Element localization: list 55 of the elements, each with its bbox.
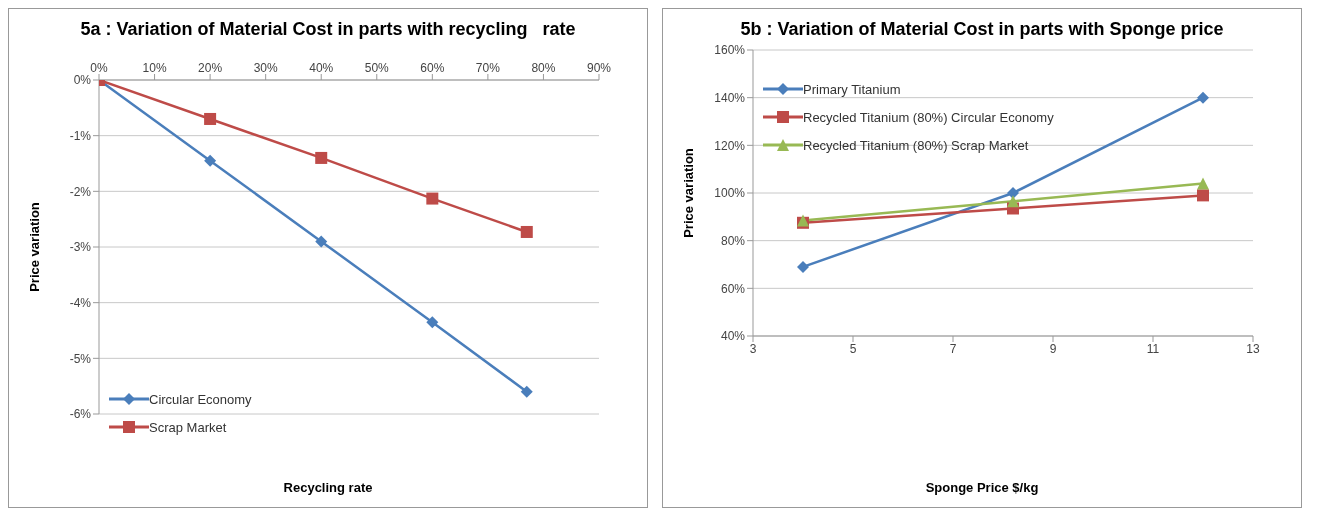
- point: [520, 225, 533, 238]
- y-tick-label: 140%: [714, 90, 746, 105]
- legend-label: Scrap Market: [149, 419, 227, 435]
- y-tick-label: 60%: [720, 281, 746, 296]
- point: [520, 385, 533, 398]
- x-tick-label: 20%: [198, 61, 223, 75]
- x-tick-label: 9: [1049, 341, 1057, 356]
- chart-title: 5b : Variation of Material Cost in parts with Sponge price: [739, 19, 1225, 40]
- point: [1197, 91, 1209, 104]
- x-axis-title: Sponge Price $/kg: [924, 480, 1040, 495]
- x-tick-label: 30%: [253, 61, 278, 75]
- legend-label: Recycled Titanium (80%) Scrap Market: [803, 137, 1029, 153]
- x-tick-label: 0%: [90, 61, 108, 75]
- y-tick-label: -3%: [69, 240, 92, 255]
- x-tick-label: 3: [749, 341, 757, 356]
- point: [426, 316, 439, 329]
- y-tick-label: -6%: [69, 407, 92, 422]
- x-tick-label: 40%: [309, 61, 334, 75]
- legend-label: Primary Titanium: [803, 81, 901, 97]
- y-axis-title: Price variation: [26, 202, 42, 292]
- legend-label: Circular Economy: [149, 391, 252, 407]
- y-tick-label: 160%: [714, 43, 746, 58]
- y-tick-label: -5%: [69, 351, 92, 366]
- y-tick-label: 40%: [720, 329, 746, 344]
- point: [315, 151, 328, 164]
- point: [797, 260, 809, 273]
- point: [1197, 177, 1209, 190]
- y-tick-label: -4%: [69, 295, 92, 310]
- y-tick-label: 100%: [714, 186, 746, 201]
- x-tick-label: 60%: [420, 61, 445, 75]
- x-tick-label: 7: [949, 341, 957, 356]
- x-tick-label: 90%: [586, 61, 612, 75]
- x-tick-label: 10%: [142, 61, 167, 75]
- y-tick-label: 120%: [714, 138, 746, 153]
- chart-title: 5a : Variation of Material Cost in parts with recycling rate: [79, 19, 577, 40]
- point: [1007, 187, 1019, 199]
- y-tick-label: -2%: [69, 184, 92, 199]
- x-axis-title: Recycling rate: [282, 480, 374, 495]
- x-tick-label: 5: [849, 341, 857, 356]
- x-tick-label: 13: [1246, 341, 1260, 356]
- point: [426, 192, 439, 205]
- y-tick-label: 80%: [720, 233, 746, 248]
- point: [1007, 195, 1019, 208]
- y-tick-label: 0%: [73, 73, 92, 88]
- x-tick-label: 80%: [531, 61, 556, 75]
- y-tick-label: -1%: [69, 128, 92, 143]
- legend-label: Recycled Titanium (80%) Circular Economy: [803, 109, 1054, 125]
- y-axis-title: Price variation: [680, 148, 696, 238]
- point: [204, 112, 217, 125]
- x-tick-label: 70%: [475, 61, 501, 75]
- point: [315, 235, 328, 248]
- x-tick-label: 11: [1146, 341, 1160, 356]
- x-tick-label: 50%: [364, 61, 390, 75]
- point: [204, 154, 217, 167]
- point: [1197, 189, 1209, 202]
